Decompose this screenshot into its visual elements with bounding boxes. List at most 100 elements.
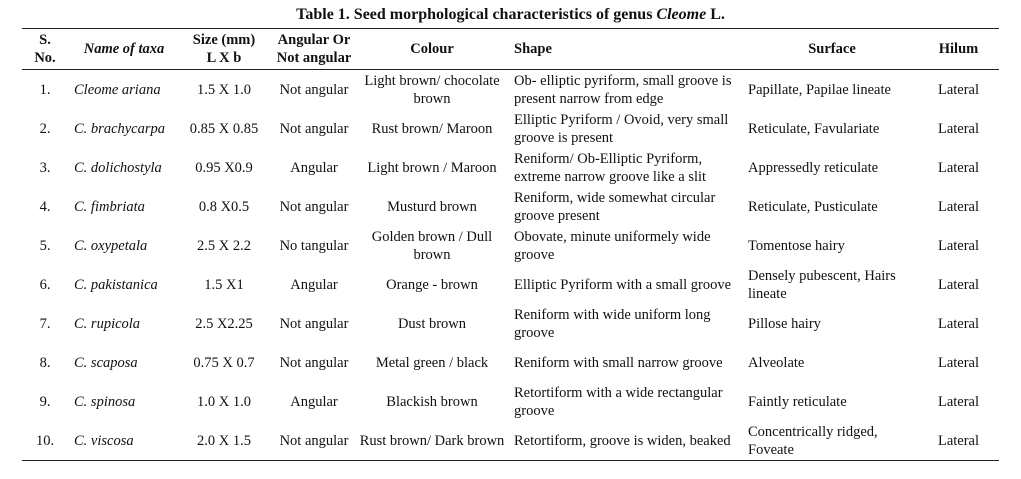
cell-colour: Light brown / Maroon — [367, 159, 497, 176]
cell-sno: 10. — [35, 432, 55, 449]
cell-size: 0.75 X 0.7 — [193, 354, 255, 371]
cell-sno: 4. — [39, 198, 51, 215]
cell-shape: Reniform with small narrow groove — [514, 354, 723, 371]
cell-shape: Reniform, wide somewhat circular groove … — [514, 189, 716, 224]
cell-colour: Musturd brown — [387, 198, 477, 215]
cell-shape: Reniform with wide uniform long groove — [514, 306, 711, 341]
table-row: 4. C. fimbriata 0.8 X0.5 Not angular Mus… — [22, 187, 999, 226]
header-size: Size (mm) L X b — [176, 29, 272, 70]
cell-shape: Elliptic Pyriform with a small groove — [514, 276, 732, 293]
cell-colour: Rust brown/ Maroon — [371, 120, 493, 137]
cell-shape: Retortiform, groove is widen, beaked — [514, 432, 731, 449]
header-sno-line2: No. — [34, 50, 56, 66]
cell-colour: Light brown/ chocolate brown — [364, 72, 500, 107]
header-angular-line2: Not angular — [276, 50, 352, 66]
cell-hilum: Lateral — [937, 159, 980, 176]
header-surface: Surface — [808, 41, 856, 57]
cell-size: 2.5 X2.25 — [195, 315, 253, 332]
cell-size: 1.0 X 1.0 — [197, 393, 251, 410]
header-size-line2: L X b — [206, 50, 242, 66]
cell-angular: Not angular — [279, 354, 349, 371]
cell-taxon-name: Cleome ariana — [74, 81, 161, 98]
table-row: 8. C. scaposa 0.75 X 0.7 Not angular Met… — [22, 343, 999, 382]
table-caption: Table 1. Seed morphological characterist… — [0, 5, 1021, 25]
cell-hilum: Lateral — [937, 354, 980, 371]
cell-taxon-name: C. pakistanica — [74, 276, 158, 293]
cell-colour: Dust brown — [397, 315, 467, 332]
cell-hilum: Lateral — [937, 432, 980, 449]
cell-hilum: Lateral — [937, 237, 980, 254]
cell-taxon-name: C. dolichostyla — [74, 159, 162, 176]
table-row: 6. C. pakistanica 1.5 X1 Angular Orange … — [22, 265, 999, 304]
cell-sno: 5. — [39, 237, 51, 254]
cell-surface: Reticulate, Pusticulate — [748, 198, 878, 215]
header-size-line1: Size (mm) — [192, 32, 256, 48]
cell-surface: Alveolate — [748, 354, 805, 371]
cell-taxon-name: C. viscosa — [74, 432, 134, 449]
cell-surface: Densely pubescent, Hairs lineate — [748, 267, 896, 302]
cell-colour: Blackish brown — [386, 393, 478, 410]
cell-angular: Not angular — [279, 120, 349, 137]
cell-angular: Not angular — [279, 315, 349, 332]
cell-shape: Retortiform with a wide rectangular groo… — [514, 384, 723, 419]
cell-size: 0.95 X0.9 — [195, 159, 253, 176]
cell-size: 1.5 X 1.0 — [197, 81, 251, 98]
cell-taxon-name: C. spinosa — [74, 393, 136, 410]
cell-shape: Reniform/ Ob-Elliptic Pyriform, extreme … — [514, 150, 707, 185]
cell-angular: Not angular — [279, 432, 349, 449]
cell-shape: Ob- elliptic pyriform, small groove is p… — [514, 72, 732, 107]
seed-morphology-table: S. No. Name of taxa Size (mm) L X b Angu… — [22, 28, 999, 461]
table-row: 1. Cleome ariana 1.5 X 1.0 Not angular L… — [22, 70, 999, 110]
cell-surface: Concentrically ridged, Foveate — [748, 423, 878, 458]
cell-surface: Pillose hairy — [748, 315, 821, 332]
cell-angular: Angular — [290, 393, 338, 410]
cell-angular: Not angular — [279, 81, 349, 98]
caption-genus: Cleome — [656, 6, 707, 23]
table-row: 10. C. viscosa 2.0 X 1.5 Not angular Rus… — [22, 421, 999, 461]
cell-sno: 9. — [39, 393, 51, 410]
cell-shape: Elliptic Pyriform / Ovoid, very small gr… — [514, 111, 729, 146]
cell-hilum: Lateral — [937, 198, 980, 215]
cell-size: 1.5 X1 — [204, 276, 244, 293]
cell-size: 0.8 X0.5 — [198, 198, 250, 215]
cell-hilum: Lateral — [937, 276, 980, 293]
cell-shape: Obovate, minute uniformely wide groove — [514, 228, 711, 263]
header-sno-line1: S. — [39, 32, 51, 48]
cell-hilum: Lateral — [937, 393, 980, 410]
cell-size: 2.0 X 1.5 — [197, 432, 251, 449]
cell-sno: 2. — [39, 120, 51, 137]
caption-prefix: Table 1. Seed morphological characterist… — [296, 6, 657, 23]
cell-surface: Appressedly reticulate — [748, 159, 879, 176]
cell-sno: 8. — [39, 354, 51, 371]
table-row: 5. C. oxypetala 2.5 X 2.2 No tangular Go… — [22, 226, 999, 265]
cell-sno: 7. — [39, 315, 51, 332]
cell-colour: Orange - brown — [386, 276, 478, 293]
cell-colour: Metal green / black — [375, 354, 489, 371]
header-colour: Colour — [410, 41, 454, 57]
cell-size: 0.85 X 0.85 — [189, 120, 259, 137]
cell-hilum: Lateral — [937, 81, 980, 98]
cell-surface: Faintly reticulate — [748, 393, 847, 410]
cell-taxon-name: C. fimbriata — [74, 198, 145, 215]
cell-taxon-name: C. oxypetala — [74, 237, 148, 254]
cell-sno: 6. — [39, 276, 51, 293]
cell-angular: No tangular — [279, 237, 349, 254]
caption-suffix: L. — [706, 6, 725, 23]
cell-sno: 1. — [39, 81, 51, 98]
cell-colour: Golden brown / Dull brown — [371, 228, 493, 263]
header-hilum: Hilum — [938, 41, 979, 57]
header-name: Name of taxa — [83, 41, 165, 57]
table-row: 7. C. rupicola 2.5 X2.25 Not angular Dus… — [22, 304, 999, 343]
header-angular-line1: Angular Or — [277, 32, 351, 48]
cell-sno: 3. — [39, 159, 51, 176]
table-row: 3. C. dolichostyla 0.95 X0.9 Angular Lig… — [22, 148, 999, 187]
cell-taxon-name: C. scaposa — [74, 354, 138, 371]
header-shape: Shape — [514, 41, 552, 57]
cell-surface: Reticulate, Favulariate — [748, 120, 880, 137]
cell-size: 2.5 X 2.2 — [197, 237, 251, 254]
cell-angular: Not angular — [279, 198, 349, 215]
cell-colour: Rust brown/ Dark brown — [359, 432, 505, 449]
cell-hilum: Lateral — [937, 315, 980, 332]
cell-taxon-name: C. brachycarpa — [74, 120, 166, 137]
header-angular: Angular Or Not angular — [272, 29, 356, 70]
